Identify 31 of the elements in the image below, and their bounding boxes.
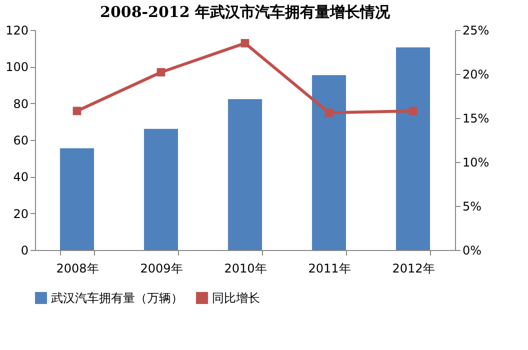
y-tick-label: 0 [20,244,28,258]
point [324,108,334,117]
y-tick-label: 100 [6,60,28,74]
bar [144,128,178,250]
y-tick-label: 120 [6,24,28,38]
x-tick-label: 2010年 [224,262,267,276]
bar [312,75,346,250]
y2-tick-label: 25% [462,24,490,38]
y-tick-label: 40 [13,170,28,184]
legend-label: 武汉汽车拥有量（万辆） [51,291,183,305]
chart-title: 2008-2012 年武汉市汽车拥有量增长情况 [100,3,391,21]
y2-tick-label: 10% [462,156,490,170]
y2-tick-label: 20% [462,68,490,82]
point [156,68,166,76]
bar [396,47,430,250]
y2-tick-label: 5% [462,200,482,214]
x-tick-label: 2009年 [140,262,183,276]
y2-tick-label: 15% [462,112,490,126]
x-tick-label: 2011年 [308,262,351,276]
y2-tick-label: 0% [462,244,482,258]
point [72,106,82,116]
legend-label: 同比增长 [212,291,260,305]
point [408,106,418,116]
bar [228,99,262,250]
y-tick-label: 60 [13,134,28,148]
y-tick-label: 20 [13,206,28,221]
x-tick-label: 2008年 [56,262,99,276]
x-tick-label: 2012年 [392,262,435,276]
point [240,39,250,48]
y-tick-label: 80 [13,96,28,111]
bar [60,148,94,250]
